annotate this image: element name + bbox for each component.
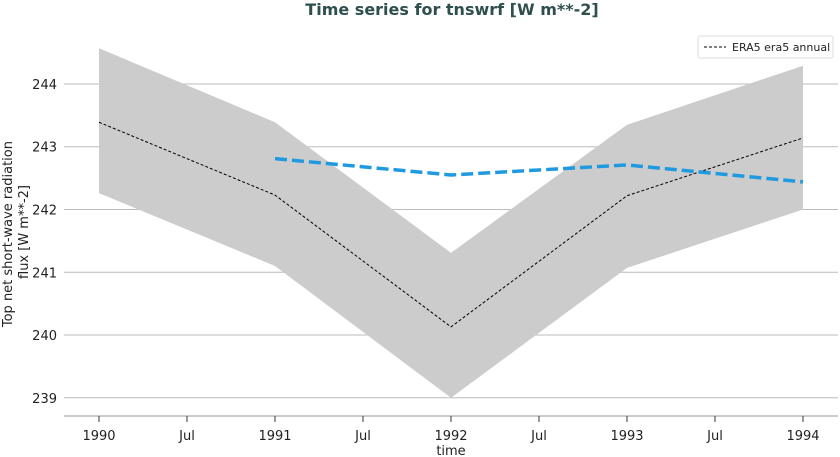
x-tick-label: 1990 [82,429,115,444]
x-tick-label: 1993 [610,429,643,444]
x-tick-label: Jul [178,429,195,444]
x-tick-label: Jul [354,429,371,444]
y-tick-label: 239 [32,392,57,407]
y-axis-label-line2: flux [W m**-2] [17,185,32,279]
x-axis-label: time [436,444,465,457]
x-tick-label: Jul [530,429,547,444]
chart-title: Time series for tnswrf [W m**-2] [305,0,598,19]
series-line-1 [274,156,804,184]
y-tick-label: 244 [32,78,57,93]
x-tick-label: 1992 [434,429,467,444]
x-tick-label: 1994 [786,429,819,444]
series-line-0 [98,121,804,328]
y-tick-label: 243 [32,141,57,156]
y-tick-label: 242 [32,204,57,219]
x-tick-label: Jul [706,429,723,444]
y-axis-label: Top net short-wave radiation flux [W m**… [1,137,32,328]
legend-label: ERA5 era5 annual [732,41,830,54]
legend: ERA5 era5 annual [697,35,834,59]
y-tick-label: 241 [32,266,57,281]
uncertainty-band [99,48,803,398]
y-axis-label-line1: Top net short-wave radiation [1,141,16,328]
x-tick-label: 1991 [258,429,291,444]
y-tick-label: 240 [32,329,57,344]
